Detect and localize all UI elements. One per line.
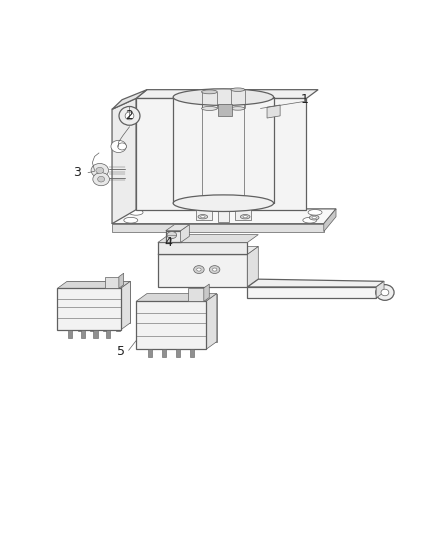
Polygon shape bbox=[267, 105, 280, 118]
Ellipse shape bbox=[201, 90, 217, 94]
Text: 3: 3 bbox=[73, 166, 81, 179]
Bar bbox=[176, 350, 180, 357]
Ellipse shape bbox=[243, 216, 247, 218]
Polygon shape bbox=[324, 209, 336, 231]
Ellipse shape bbox=[118, 143, 127, 150]
Ellipse shape bbox=[91, 164, 109, 177]
Polygon shape bbox=[247, 287, 376, 298]
Polygon shape bbox=[235, 205, 251, 220]
Ellipse shape bbox=[111, 140, 126, 152]
Polygon shape bbox=[188, 288, 204, 302]
Ellipse shape bbox=[231, 107, 245, 110]
Bar bbox=[93, 330, 98, 338]
Ellipse shape bbox=[198, 215, 208, 219]
Ellipse shape bbox=[124, 217, 138, 223]
Bar bbox=[81, 330, 85, 338]
Ellipse shape bbox=[96, 167, 104, 174]
Bar bbox=[116, 323, 120, 330]
Polygon shape bbox=[121, 281, 131, 330]
Bar bbox=[68, 330, 72, 338]
Ellipse shape bbox=[376, 285, 394, 300]
Polygon shape bbox=[218, 205, 229, 222]
Ellipse shape bbox=[173, 195, 274, 212]
Polygon shape bbox=[119, 273, 124, 288]
Polygon shape bbox=[376, 281, 384, 298]
Ellipse shape bbox=[167, 231, 177, 239]
Polygon shape bbox=[206, 294, 217, 350]
Polygon shape bbox=[166, 231, 180, 243]
Text: 5: 5 bbox=[117, 345, 125, 358]
Text: 4: 4 bbox=[165, 236, 173, 249]
Ellipse shape bbox=[173, 89, 274, 106]
Polygon shape bbox=[158, 254, 247, 287]
Ellipse shape bbox=[303, 217, 317, 223]
Polygon shape bbox=[158, 246, 258, 254]
Ellipse shape bbox=[309, 215, 319, 220]
Ellipse shape bbox=[240, 215, 250, 219]
Ellipse shape bbox=[308, 209, 322, 215]
Ellipse shape bbox=[197, 268, 201, 271]
Bar bbox=[106, 330, 110, 338]
Polygon shape bbox=[136, 90, 318, 99]
Ellipse shape bbox=[212, 268, 217, 271]
Ellipse shape bbox=[231, 88, 245, 92]
Text: 2: 2 bbox=[126, 109, 134, 123]
Bar bbox=[187, 342, 191, 350]
Polygon shape bbox=[196, 205, 212, 220]
Polygon shape bbox=[147, 294, 217, 342]
Bar bbox=[148, 350, 152, 357]
Bar bbox=[173, 342, 177, 350]
Polygon shape bbox=[105, 277, 119, 288]
Polygon shape bbox=[158, 243, 247, 254]
Polygon shape bbox=[112, 224, 324, 231]
Ellipse shape bbox=[201, 107, 217, 110]
Bar bbox=[90, 323, 95, 330]
Polygon shape bbox=[158, 235, 258, 243]
Ellipse shape bbox=[312, 216, 316, 219]
Bar bbox=[78, 323, 82, 330]
Ellipse shape bbox=[201, 216, 205, 218]
Polygon shape bbox=[247, 246, 258, 287]
Polygon shape bbox=[57, 281, 131, 288]
Polygon shape bbox=[180, 224, 189, 243]
Bar bbox=[162, 350, 166, 357]
Polygon shape bbox=[67, 281, 131, 323]
Polygon shape bbox=[136, 99, 306, 210]
Ellipse shape bbox=[93, 173, 110, 185]
Ellipse shape bbox=[209, 265, 220, 273]
Ellipse shape bbox=[98, 176, 105, 182]
Ellipse shape bbox=[194, 265, 204, 273]
Polygon shape bbox=[204, 284, 209, 302]
Bar bbox=[103, 323, 107, 330]
Polygon shape bbox=[247, 279, 384, 287]
Ellipse shape bbox=[129, 209, 143, 215]
Polygon shape bbox=[218, 103, 232, 116]
Polygon shape bbox=[57, 288, 121, 330]
Polygon shape bbox=[136, 302, 206, 350]
Polygon shape bbox=[112, 90, 147, 109]
Text: 1: 1 bbox=[300, 93, 308, 106]
Bar bbox=[190, 350, 194, 357]
Polygon shape bbox=[112, 99, 136, 224]
Ellipse shape bbox=[125, 112, 134, 120]
Polygon shape bbox=[166, 224, 189, 231]
Polygon shape bbox=[112, 209, 336, 224]
Polygon shape bbox=[136, 294, 217, 302]
Bar bbox=[159, 342, 163, 350]
Ellipse shape bbox=[119, 107, 140, 125]
Ellipse shape bbox=[381, 289, 389, 296]
Bar bbox=[201, 342, 205, 350]
